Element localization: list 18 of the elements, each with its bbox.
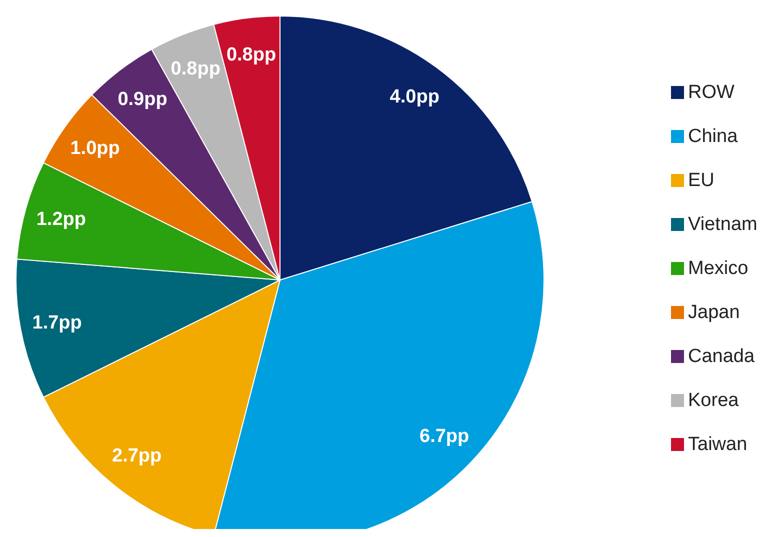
legend-label: Korea xyxy=(688,388,739,412)
data-label: 0.8pp xyxy=(170,58,220,80)
legend-label: Japan xyxy=(688,300,740,324)
legend-label: EU xyxy=(688,168,714,192)
data-label: 0.9pp xyxy=(118,88,168,110)
legend-label: China xyxy=(688,124,738,148)
data-label: 2.7pp xyxy=(112,446,162,467)
data-label: 6.7pp xyxy=(420,426,470,448)
legend-label: Canada xyxy=(688,344,755,368)
data-label: 4.0pp xyxy=(390,86,440,108)
legend-label: ROW xyxy=(688,80,734,104)
data-label: 0.8pp xyxy=(226,44,276,66)
data-label: 1.7pp xyxy=(32,312,82,334)
legend-label: Taiwan xyxy=(688,432,748,456)
data-label: 1.2pp xyxy=(36,209,86,230)
legend-label: Vietnam xyxy=(688,212,758,236)
data-label: 1.0pp xyxy=(70,138,120,159)
legend-label: Mexico xyxy=(688,256,748,280)
